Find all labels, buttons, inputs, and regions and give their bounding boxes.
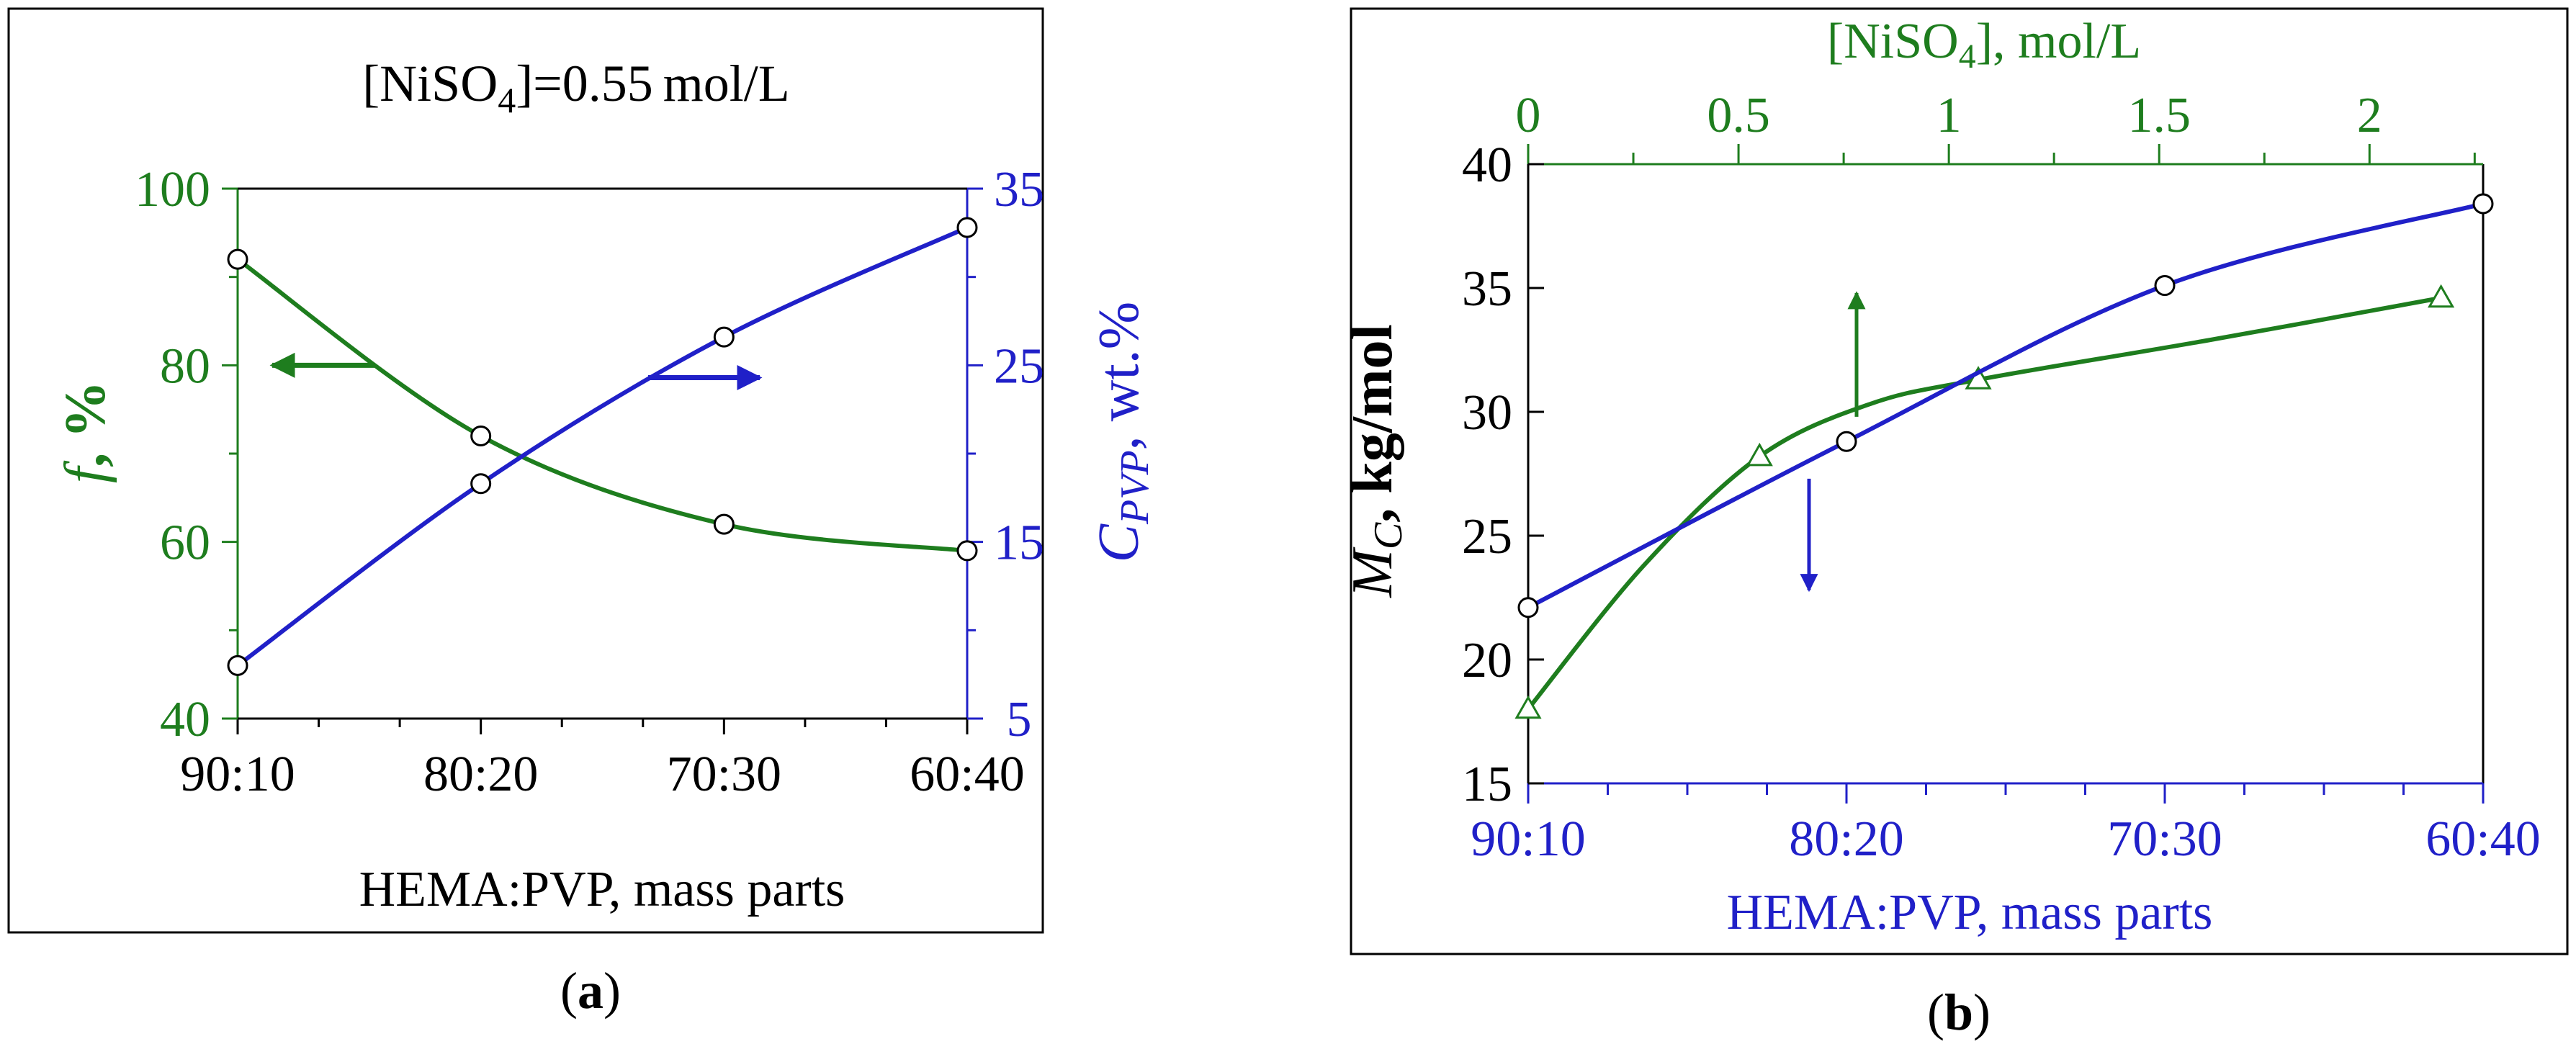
bottom-x-tick-label: 90:10: [1471, 811, 1585, 867]
y-tick-label: 40: [1462, 138, 1512, 193]
data-point-triangle: [1514, 695, 1542, 719]
top-x-tick-label: 0: [1516, 88, 1541, 143]
right-y-tick-label: 25: [994, 338, 1044, 394]
series-line-cpvp: [236, 225, 969, 667]
x-tick-label: 60:40: [910, 747, 1024, 802]
right-y-tick-label: 35: [994, 162, 1044, 217]
data-point: [227, 248, 248, 270]
data-point: [1836, 431, 1857, 452]
panel-a-tick-labels: 90:10 80:20 70:30 60:40 40 60 80 100 5 15 25 35: [135, 162, 1044, 802]
panel-b: 90:10 80:20 70:30 60:40 0 0.5 1 1.5 2 15 20 25 30 35 4…: [1341, 7, 2569, 1041]
data-point: [713, 326, 735, 348]
bottom-x-tick-label: 60:40: [2425, 811, 2540, 867]
panel-b-ticks: [1527, 144, 2485, 804]
left-y-tick-label: 60: [160, 516, 210, 571]
x-tick-label: 70:30: [667, 747, 781, 802]
series-line-green: [1526, 295, 2442, 711]
panel-a-frame: [7, 7, 1044, 934]
panel-b-top-xlabel: [NiSO4], mol/L: [1827, 14, 2141, 76]
panel-b-bottom-xlabel: HEMA:PVP, mass parts: [1727, 885, 2213, 940]
panel-a-title: [NiSO4]=0.55 mol/L: [362, 55, 790, 120]
data-point: [956, 540, 978, 562]
panel-a-series: [227, 217, 978, 676]
data-point-triangle: [1746, 442, 1773, 467]
right-y-tick-label: 15: [994, 516, 1044, 571]
left-y-tick-label: 80: [160, 338, 210, 394]
panel-b-ylabel: MC, kg/mol: [1341, 324, 1411, 598]
panel-b-series: [1514, 193, 2494, 719]
y-tick-label: 15: [1462, 757, 1512, 812]
top-x-tick-label: 1.5: [2127, 88, 2191, 143]
data-point: [2154, 275, 2176, 297]
data-point: [1517, 597, 1539, 618]
panel-a-left-ylabel: f, %: [54, 381, 117, 483]
panel-a-xlabel: HEMA:PVP, mass parts: [359, 862, 845, 917]
y-tick-label: 25: [1462, 509, 1512, 564]
top-x-tick-label: 2: [2357, 88, 2382, 143]
y-tick-label: 20: [1462, 633, 1512, 688]
data-point: [470, 473, 492, 495]
y-tick-label: 30: [1462, 385, 1512, 441]
right-y-tick-label: 5: [1007, 692, 1032, 747]
data-point-triangle: [1965, 366, 1992, 390]
data-point: [227, 654, 248, 676]
panel-b-frame: [1350, 7, 2569, 955]
y-tick-label: 35: [1462, 261, 1512, 317]
series-line-f: [236, 257, 968, 553]
left-y-tick-label: 40: [160, 692, 210, 747]
data-point: [956, 217, 978, 238]
x-tick-label: 80:20: [423, 747, 538, 802]
data-point: [470, 425, 492, 446]
data-point: [713, 513, 735, 535]
top-x-tick-label: 1: [1937, 88, 1962, 143]
panel-a-label: (a): [560, 962, 621, 1020]
panel-a: [NiSO4]=0.55 mol/L 90:10 80:20 70:30 60:40 40…: [7, 7, 1157, 1020]
left-y-tick-label: 100: [135, 162, 210, 217]
x-tick-label: 90:10: [180, 747, 295, 802]
panel-b-label: (b): [1927, 984, 1991, 1041]
panel-a-right-ylabel: CPVP, wt.%: [1087, 302, 1157, 563]
panel-b-tick-labels: 90:10 80:20 70:30 60:40 0 0.5 1 1.5 2 15 20 25 30 35 4…: [1462, 88, 2541, 867]
series-line-blue: [1527, 202, 2484, 610]
bottom-x-tick-label: 80:20: [1789, 811, 1903, 867]
data-point-triangle: [2428, 284, 2455, 308]
top-x-tick-label: 0.5: [1707, 88, 1770, 143]
data-point: [2472, 193, 2494, 215]
bottom-x-tick-label: 70:30: [2107, 811, 2222, 867]
